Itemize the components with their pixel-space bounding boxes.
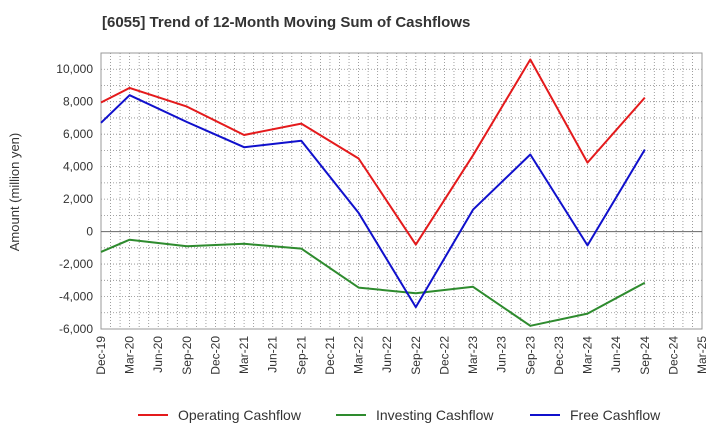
series-layer xyxy=(100,58,646,327)
x-tick-label: Mar-24 xyxy=(581,336,595,374)
investing-cashflow-line xyxy=(100,238,646,327)
y-tick-label: -6,000 xyxy=(59,322,93,336)
x-tick-label: Dec-23 xyxy=(552,336,566,375)
legend: Operating Cashflow Investing Cashflow Free… xyxy=(138,407,661,423)
y-tick-label: 10,000 xyxy=(56,62,93,76)
operating-cashflow-line xyxy=(100,58,646,246)
x-tick-label: Jun-22 xyxy=(380,336,394,373)
x-tick-label: Dec-20 xyxy=(208,336,222,375)
x-tick-label: Jun-23 xyxy=(495,336,509,373)
x-tick-label: Dec-21 xyxy=(323,336,337,375)
x-tick-label: Jun-24 xyxy=(609,336,623,373)
legend-label: Investing Cashflow xyxy=(376,407,494,423)
y-tick-label: -2,000 xyxy=(59,257,93,271)
y-tick-label: 2,000 xyxy=(63,192,93,206)
y-tick-label: 8,000 xyxy=(63,95,93,109)
x-tick-label: Dec-24 xyxy=(666,336,680,375)
x-tick-label: Mar-21 xyxy=(237,336,251,374)
axis-layer: -6,000 -4,000 -2,000 0 2,000 4,000 6,000 8,000 1… xyxy=(56,52,709,375)
y-tick-label: -4,000 xyxy=(59,290,93,304)
x-tick-label: Mar-25 xyxy=(695,336,709,374)
free-cashflow-line xyxy=(100,94,646,309)
x-tick-label: Mar-22 xyxy=(352,336,366,374)
x-tick-label: Mar-20 xyxy=(123,336,137,374)
grid-layer xyxy=(101,53,702,329)
x-tick-label: Jun-20 xyxy=(151,336,165,373)
legend-label: Free Cashflow xyxy=(570,407,661,423)
y-tick-label: 4,000 xyxy=(63,160,93,174)
x-tick-label: Dec-22 xyxy=(437,336,451,375)
x-tick-label: Sep-21 xyxy=(294,336,308,375)
y-tick-label: 0 xyxy=(86,225,93,239)
legend-label: Operating Cashflow xyxy=(178,407,302,423)
x-tick-label: Jun-21 xyxy=(266,336,280,373)
x-tick-label: Sep-20 xyxy=(180,336,194,375)
x-tick-label: Mar-23 xyxy=(466,336,480,374)
y-axis-label: Amount (million yen) xyxy=(7,133,22,252)
x-tick-label: Sep-22 xyxy=(409,336,423,375)
x-tick-label: Sep-23 xyxy=(523,336,537,375)
x-tick-label: Dec-19 xyxy=(94,336,108,375)
chart-title: [6055] Trend of 12-Month Moving Sum of C… xyxy=(102,14,471,31)
x-tick-label: Sep-24 xyxy=(638,336,652,375)
plot-area-border xyxy=(100,52,703,330)
y-tick-label: 6,000 xyxy=(63,127,93,141)
